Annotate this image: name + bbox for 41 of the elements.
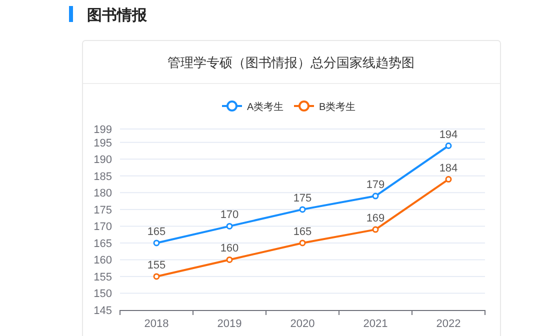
x-tick-label: 2021	[363, 318, 388, 330]
y-tick-label: 145	[94, 305, 112, 317]
data-label: 165	[147, 226, 166, 238]
point	[372, 226, 379, 233]
text: 图书情报	[87, 7, 148, 24]
point	[226, 256, 233, 263]
x-tick-label: 2019	[217, 318, 242, 330]
data-label: 175	[293, 192, 312, 204]
y-tick-label: 199	[94, 124, 112, 136]
point	[299, 240, 306, 246]
data-label: 170	[220, 209, 239, 222]
point	[226, 222, 233, 230]
legend-label: B类考生	[319, 101, 356, 113]
data-label: 184	[439, 162, 458, 174]
data-label: 194	[439, 128, 458, 141]
y-tick-label: 155	[94, 271, 112, 284]
y-tick-label: 195	[94, 137, 112, 150]
point	[372, 192, 379, 200]
y-tick-label: 185	[94, 170, 112, 183]
y-tick-label: 175	[94, 204, 112, 216]
y-tick-label: 160	[94, 254, 112, 267]
x-tick-label: 2020	[290, 318, 315, 330]
point	[153, 273, 160, 280]
y-tick-label: 180	[94, 188, 112, 200]
point	[445, 142, 452, 150]
data-label: 165	[293, 226, 312, 238]
legend-label: A类考生	[247, 101, 284, 113]
data-label: 160	[220, 242, 239, 255]
y-tick-label: 170	[94, 221, 112, 234]
chart-title: 管理学专硕（图书情报）总分国家线趋势图	[168, 55, 414, 70]
x-tick-label: 2018	[144, 318, 169, 330]
y-tick-label: 150	[94, 288, 112, 300]
point	[445, 176, 452, 183]
x-tick-label: 2022	[436, 318, 461, 330]
data-label: 169	[366, 212, 385, 225]
y-tick-label: 165	[94, 238, 112, 250]
data-label: 179	[366, 179, 385, 192]
data-label: 155	[147, 259, 166, 272]
y-tick-label: 190	[94, 154, 112, 166]
point	[299, 206, 306, 213]
point	[153, 240, 160, 246]
